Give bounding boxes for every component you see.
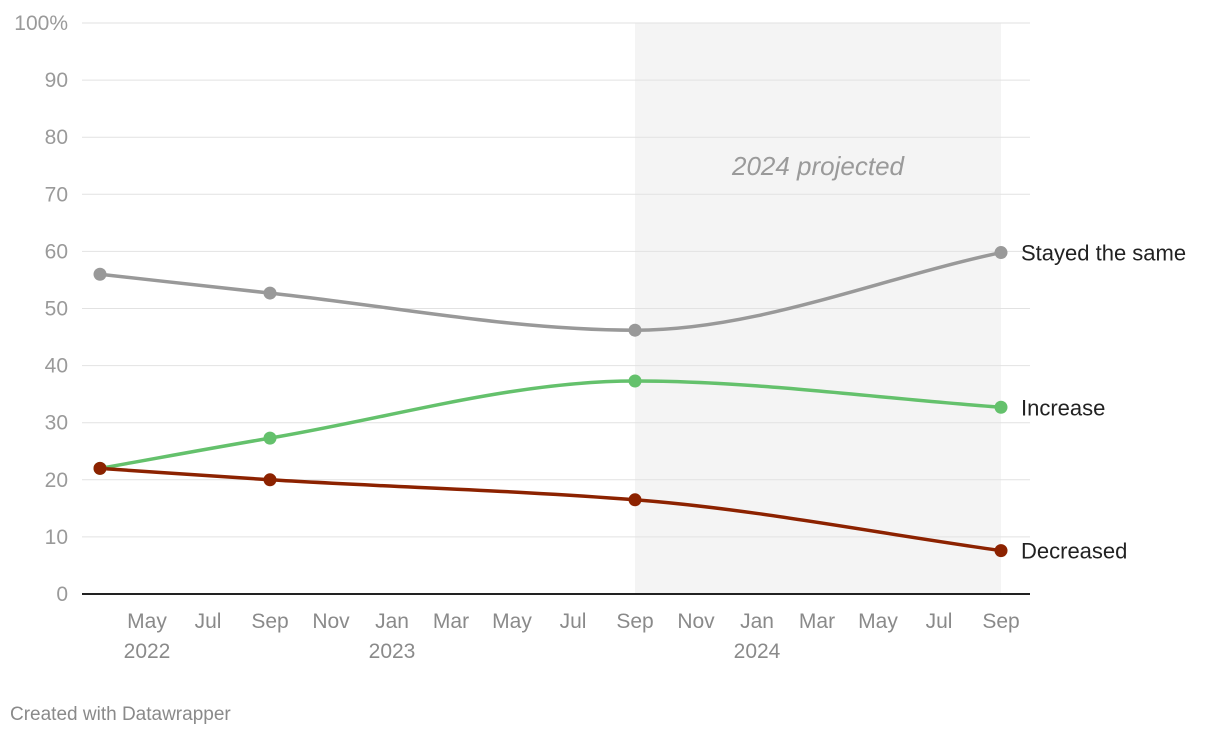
x-tick-label: Nov	[312, 610, 350, 633]
line-chart: 2024 projected 0 10 20 30 40 50 60 70 80 90 100% M…	[14, 12, 1186, 663]
y-tick-label: 10	[45, 526, 68, 549]
y-axis: 0 10 20 30 40 50 60 70 80 90 100%	[14, 12, 68, 606]
data-point-decreased	[93, 461, 107, 475]
series-label-decreased: Decreased	[1021, 539, 1127, 564]
y-tick-label: 90	[45, 69, 68, 92]
series-line-increase	[98, 379, 1003, 471]
data-point-stayed-the-same	[994, 246, 1008, 260]
x-year-label: 2022	[124, 640, 171, 663]
y-tick-label: 40	[45, 355, 68, 378]
x-tick-label: Jan	[375, 610, 409, 633]
x-tick-label: Jul	[926, 610, 953, 633]
y-tick-label: 80	[45, 126, 68, 149]
series-lines	[98, 250, 1003, 553]
data-point-decreased	[263, 473, 277, 487]
data-point-decreased	[994, 544, 1008, 558]
x-tick-label: Jul	[560, 610, 587, 633]
x-tick-label: Mar	[799, 610, 835, 633]
series-label-stayed-the-same: Stayed the same	[1021, 241, 1186, 266]
data-point-stayed-the-same	[93, 267, 107, 281]
y-tick-label: 60	[45, 240, 68, 263]
series-line-decreased	[98, 466, 1003, 553]
series-line-stayed-the-same	[98, 250, 1003, 332]
footer-credit: Created with Datawrapper	[10, 704, 231, 725]
y-tick-label: 50	[45, 298, 68, 321]
x-year-label: 2023	[369, 640, 416, 663]
x-tick-label: May	[127, 610, 167, 633]
y-tick-label: 70	[45, 183, 68, 206]
x-tick-label: May	[492, 610, 532, 633]
projected-label: 2024 projected	[731, 151, 906, 181]
x-tick-label: Sep	[982, 610, 1019, 633]
y-tick-label: 30	[45, 412, 68, 435]
data-point-increase	[994, 400, 1008, 414]
x-tick-label: Nov	[677, 610, 715, 633]
x-year-label: 2024	[734, 640, 781, 663]
series-label-increase: Increase	[1021, 395, 1105, 420]
x-tick-label: Sep	[616, 610, 653, 633]
x-tick-label: May	[858, 610, 898, 633]
x-axis: May Jul Sep Nov Jan Mar May Jul Sep Nov Jan Mar May J…	[82, 593, 1030, 663]
series-points	[93, 246, 1008, 558]
data-point-stayed-the-same	[628, 323, 642, 337]
x-tick-label: Jan	[740, 610, 774, 633]
x-tick-label: Mar	[433, 610, 469, 633]
data-point-decreased	[628, 493, 642, 507]
data-point-stayed-the-same	[263, 286, 277, 300]
x-tick-label: Jul	[195, 610, 222, 633]
x-tick-label: Sep	[251, 610, 288, 633]
gridlines	[82, 22, 1030, 538]
data-point-increase	[263, 431, 277, 445]
y-tick-label: 100%	[14, 12, 68, 35]
series-labels: Stayed the same Increase Decreased	[1021, 241, 1186, 564]
y-tick-label: 0	[56, 583, 68, 606]
data-point-increase	[628, 374, 642, 388]
y-tick-label: 20	[45, 469, 68, 492]
